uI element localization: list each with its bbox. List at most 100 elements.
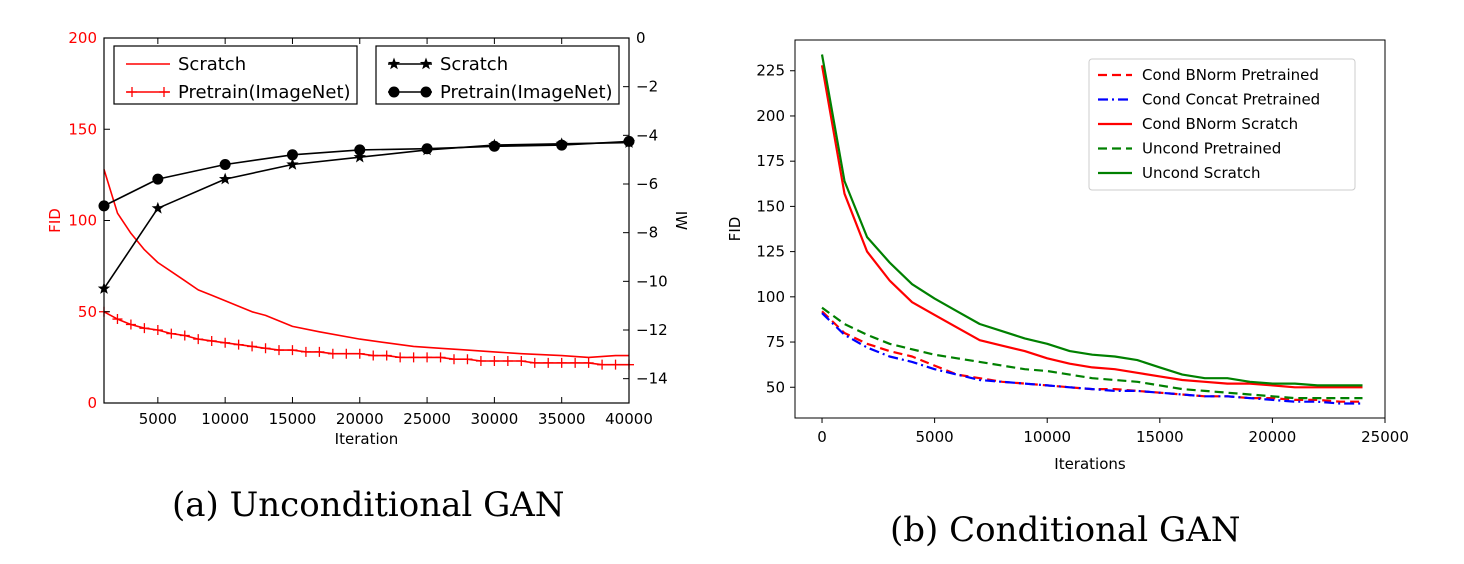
legend-marker <box>387 57 401 70</box>
plot-frame <box>794 39 1386 419</box>
caption-unconditional-gan: (a) Unconditional GAN <box>172 485 565 525</box>
series-2-point <box>543 357 554 368</box>
legend-label: Cond BNorm Pretrained <box>1142 66 1319 84</box>
x-tick-label: 40000 <box>605 410 653 428</box>
legend-label: Pretrain(ImageNet) <box>178 82 351 103</box>
series-2-point <box>570 357 581 368</box>
legend-label: Cond BNorm Scratch <box>1142 115 1298 133</box>
series-2-point <box>516 356 527 367</box>
x-tick-label: 10000 <box>1023 428 1071 446</box>
x-axis-label: Iterations <box>1054 455 1126 473</box>
series-4-point <box>556 139 568 151</box>
y-axis-label: FID <box>726 217 744 242</box>
series-2-point <box>300 346 311 357</box>
legend-marker <box>388 86 400 98</box>
series-2-point <box>435 352 446 363</box>
y2-tick-label: −12 <box>636 321 668 339</box>
series-line-2 <box>821 312 1363 405</box>
x-tick-label: 5000 <box>916 428 954 446</box>
series-2-point <box>556 357 567 368</box>
y2-tick-label: −10 <box>636 272 668 290</box>
series-line-3 <box>820 65 1363 389</box>
series-2-point <box>395 352 406 363</box>
series-4-point <box>286 149 298 161</box>
y2-tick-label: −14 <box>636 370 668 388</box>
series-2-point <box>166 328 177 339</box>
series-2-point <box>287 345 298 356</box>
legend-marker <box>419 57 433 70</box>
x-tick-label: 25000 <box>1361 428 1409 446</box>
series-2-point <box>179 330 190 341</box>
series-2-point <box>475 356 486 367</box>
chart-unconditional-gan: 5000 10000 15000 20000 25000 30000 35000 40000 0… <box>46 29 690 448</box>
legend-label: Scratch <box>440 54 508 75</box>
legend-right: Scratch Pretrain(ImageNet) <box>375 45 620 105</box>
legend-frame <box>113 45 358 105</box>
legend-marker <box>127 87 137 97</box>
y2-tick-label: −6 <box>636 175 658 193</box>
x-tick-label: 25000 <box>403 410 451 428</box>
x-axis-label: Iteration <box>335 430 399 448</box>
y2-tick-label: −4 <box>636 126 658 144</box>
series-2-point <box>408 352 419 363</box>
series-line-3 <box>103 141 630 290</box>
y-tick-label: 150 <box>756 197 785 215</box>
y-tick-label: 200 <box>756 107 785 125</box>
y-tick-label: 75 <box>766 333 785 351</box>
y-tick-label: 150 <box>68 120 97 138</box>
y-tick-label: 100 <box>68 212 97 230</box>
series-2-point <box>233 339 244 350</box>
x-tick-label: 5000 <box>139 410 177 428</box>
x-tick-label: 20000 <box>1249 428 1297 446</box>
y-tick-label: 50 <box>78 303 97 321</box>
series-2-point <box>152 325 163 335</box>
series-2-point <box>125 319 136 330</box>
series-line-2 <box>103 311 629 366</box>
series-4-point <box>354 144 366 156</box>
legend-label: Cond Concat Pretrained <box>1142 91 1320 109</box>
series-line-5 <box>820 54 1363 387</box>
series-line-4 <box>103 140 630 207</box>
x-tick-label: 10000 <box>201 410 249 428</box>
legend-label: Uncond Scratch <box>1142 164 1260 182</box>
legend-label: Uncond Pretrained <box>1142 140 1281 158</box>
series-2-point <box>139 323 150 334</box>
legend-frame <box>375 45 620 105</box>
series-3-point <box>151 201 165 214</box>
legend: Cond BNorm Pretrained Cond Concat Pretrai… <box>1088 58 1356 191</box>
series-2-point <box>462 354 473 365</box>
series-2-point <box>314 346 325 357</box>
legend-marker <box>420 86 432 98</box>
series-4-point <box>421 143 433 155</box>
series-2-point <box>274 345 284 356</box>
series-2-point <box>220 337 231 348</box>
series-4-point <box>219 159 231 171</box>
series-2-point <box>449 354 459 365</box>
legend-label: Scratch <box>178 54 246 75</box>
legend-marker <box>159 87 169 97</box>
y-tick-label: 175 <box>756 152 785 170</box>
chart-conditional-gan: 0 5000 10000 15000 20000 25000 50 75 100 125 150 17… <box>726 39 1409 473</box>
y-tick-label: 0 <box>87 394 97 412</box>
y-axis-label: FID <box>46 208 64 233</box>
y2-tick-label: 0 <box>636 29 646 47</box>
series-line-4 <box>821 306 1363 400</box>
series-2-point <box>422 352 433 363</box>
y2-tick-label: −8 <box>636 224 658 242</box>
x-tick-label: 15000 <box>269 410 317 428</box>
series-2-point <box>260 343 271 354</box>
series-2-point <box>381 350 392 361</box>
series-2-point <box>597 359 608 370</box>
legend-left: Scratch Pretrain(ImageNet) <box>113 45 358 105</box>
series-2-point <box>368 350 379 361</box>
x-tick-label: 35000 <box>538 410 586 428</box>
y-tick-label: 225 <box>756 62 785 80</box>
series-2-point <box>583 357 594 368</box>
series-2-point <box>247 341 258 352</box>
x-tick-label: 30000 <box>471 410 519 428</box>
series-4-point <box>152 173 164 185</box>
series-2-point <box>489 356 500 367</box>
caption-conditional-gan: (b) Conditional GAN <box>890 510 1241 550</box>
series-2-point <box>610 359 621 370</box>
